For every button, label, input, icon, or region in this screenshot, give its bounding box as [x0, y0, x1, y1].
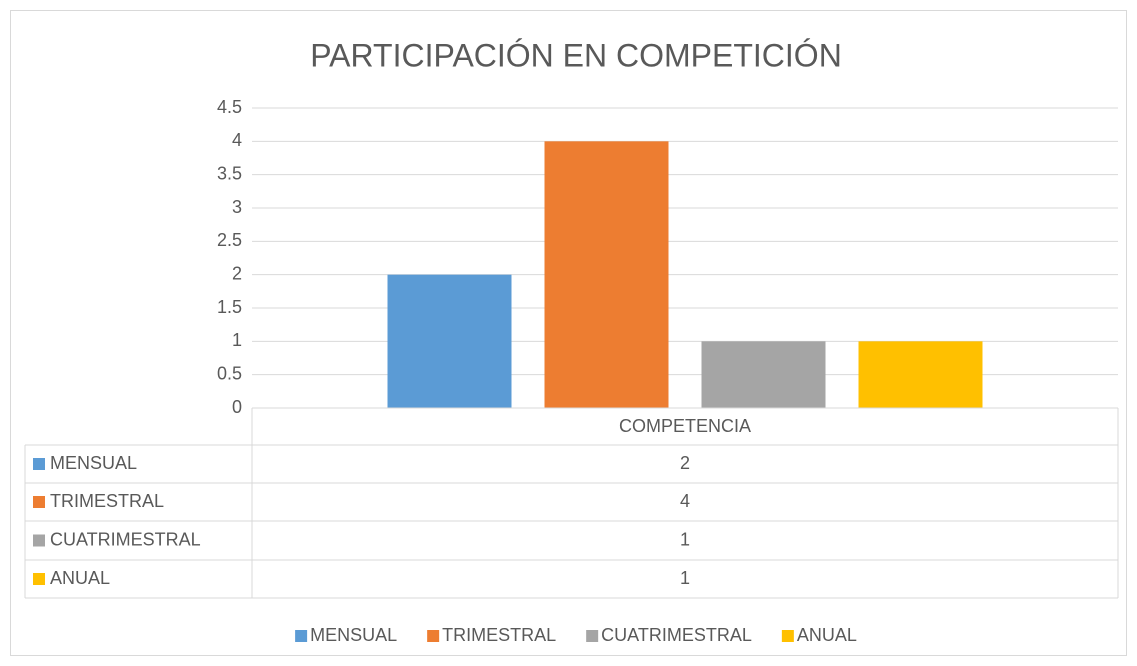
y-tick-label: 3 [232, 197, 242, 217]
table-row-label: CUATRIMESTRAL [50, 529, 201, 549]
bar [858, 341, 983, 408]
legend-key [586, 630, 599, 642]
y-tick-label: 1.5 [217, 297, 242, 317]
table-value: 1 [680, 529, 690, 549]
legend-key [295, 630, 308, 642]
table-row-label: ANUAL [50, 568, 110, 588]
legend-label: TRIMESTRAL [442, 625, 556, 645]
bar [544, 141, 669, 409]
y-tick-label: 3.5 [217, 163, 242, 183]
legend-label: CUATRIMESTRAL [601, 625, 752, 645]
table-row-label: TRIMESTRAL [50, 491, 164, 511]
legend-label: MENSUAL [310, 625, 397, 645]
y-tick-label: 0.5 [217, 363, 242, 383]
table-row-label: MENSUAL [50, 453, 137, 473]
legend-key [427, 630, 440, 642]
y-tick-label: 4.5 [217, 97, 242, 117]
table-value: 1 [680, 568, 690, 588]
bar [387, 274, 512, 408]
legend-label: ANUAL [797, 625, 857, 645]
y-tick-label: 1 [232, 330, 242, 350]
y-tick-label: 2.5 [217, 230, 242, 250]
table-legend-key [33, 458, 45, 470]
chart-title: PARTICIPACIÓN EN COMPETICIÓN [310, 37, 842, 73]
table-header: COMPETENCIA [619, 416, 751, 436]
table-value: 4 [680, 491, 690, 511]
table-legend-key [33, 573, 45, 585]
bar [701, 341, 826, 408]
y-tick-label: 2 [232, 263, 242, 283]
table-legend-key [33, 534, 45, 547]
legend-key [781, 630, 794, 642]
table-legend-key [33, 496, 45, 508]
y-tick-label: 0 [232, 397, 242, 417]
table-value: 2 [680, 453, 690, 473]
y-tick-label: 4 [232, 130, 242, 150]
